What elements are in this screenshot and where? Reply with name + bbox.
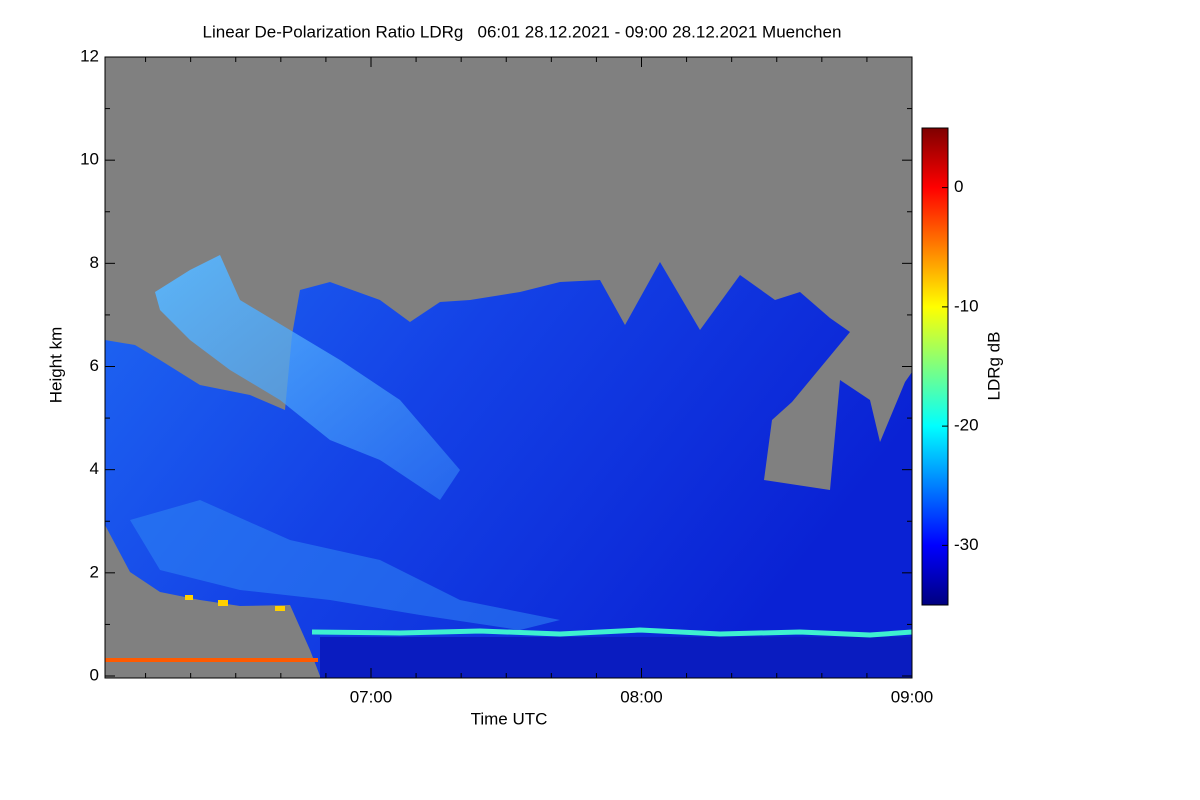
colorbar-tick-label: 0 — [954, 177, 963, 196]
colorbar — [921, 127, 949, 606]
x-tick-label: 08:00 — [620, 687, 663, 706]
plot-frame — [104, 56, 913, 679]
x-axis-label: Time UTC — [471, 709, 548, 728]
y-tick-label: 12 — [80, 46, 99, 65]
lower-streak — [130, 500, 560, 630]
y-tick-label: 8 — [90, 253, 99, 272]
x-tick-label: 07:00 — [350, 687, 393, 706]
x-tick-label: 09:00 — [891, 687, 934, 706]
cirrus-streak — [155, 255, 460, 500]
y-axis-label: Height km — [46, 327, 65, 404]
y-tick-label: 10 — [80, 150, 99, 169]
colorbar-tick-label: -30 — [954, 535, 979, 554]
low-layer — [320, 637, 912, 678]
y-tick-label: 6 — [90, 356, 99, 375]
y-tick-label: 4 — [90, 459, 99, 478]
y-tick-label: 2 — [90, 562, 99, 581]
colorbar-tick-label: -10 — [954, 296, 979, 315]
heatmap-field — [105, 255, 912, 678]
boundary-layer — [311, 627, 912, 638]
colorbar-label: LDRg dB — [984, 332, 1003, 401]
y-tick-label: 0 — [90, 665, 99, 684]
chart-title: Linear De-Polarization Ratio LDRg 06:01 … — [203, 22, 842, 41]
colorbar-tick-label: -20 — [954, 416, 979, 435]
speckles — [185, 595, 285, 611]
